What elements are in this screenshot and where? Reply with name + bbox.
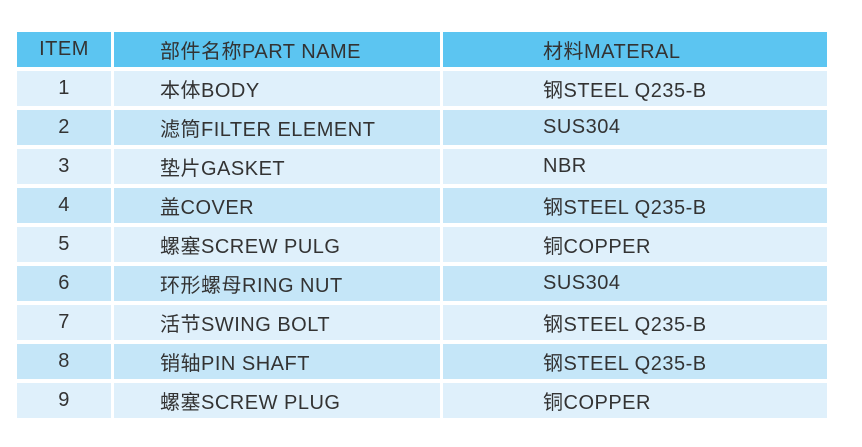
item-cell: 4	[17, 188, 111, 223]
item-cell: 1	[17, 71, 111, 106]
material-cell: 钢STEEL Q235-B	[443, 305, 827, 340]
item-cell: 5	[17, 227, 111, 262]
part-name-cell: 垫片GASKET	[114, 149, 440, 184]
material-cell: NBR	[443, 149, 827, 184]
material-cell: 钢STEEL Q235-B	[443, 188, 827, 223]
part-name-cell: 螺塞SCREW PULG	[114, 227, 440, 262]
item-cell: 3	[17, 149, 111, 184]
part-name-cell: 盖COVER	[114, 188, 440, 223]
item-cell: 2	[17, 110, 111, 145]
material-cell: SUS304	[443, 266, 827, 301]
part-name-cell: 本体BODY	[114, 71, 440, 106]
part-name-cell: 活节SWING BOLT	[114, 305, 440, 340]
part-name-cell: 销轴PIN SHAFT	[114, 344, 440, 379]
material-cell: SUS304	[443, 110, 827, 145]
material-cell: 铜COPPER	[443, 383, 827, 418]
part-name-cell: 环形螺母RING NUT	[114, 266, 440, 301]
column-header-part-name: 部件名称PART NAME	[114, 32, 440, 67]
parts-material-table: ITEM 部件名称PART NAME 材料MATERAL 1 本体BODY 钢S…	[17, 32, 827, 418]
item-cell: 7	[17, 305, 111, 340]
part-name-cell: 螺塞SCREW PLUG	[114, 383, 440, 418]
column-header-material: 材料MATERAL	[443, 32, 827, 67]
item-cell: 8	[17, 344, 111, 379]
material-cell: 铜COPPER	[443, 227, 827, 262]
column-header-item: ITEM	[17, 32, 111, 67]
material-cell: 钢STEEL Q235-B	[443, 71, 827, 106]
item-cell: 9	[17, 383, 111, 418]
material-cell: 钢STEEL Q235-B	[443, 344, 827, 379]
item-cell: 6	[17, 266, 111, 301]
part-name-cell: 滤筒FILTER ELEMENT	[114, 110, 440, 145]
